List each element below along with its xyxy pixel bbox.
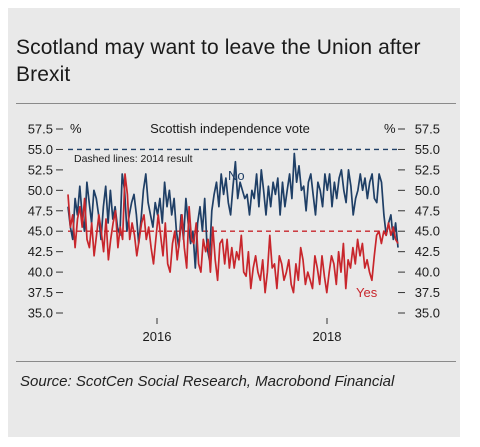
- y-tick-label-right: 52.5: [415, 162, 440, 177]
- y-tick-label-left: 45.0: [28, 224, 53, 239]
- series-line-yes: [67, 173, 399, 294]
- annotation-dashed-lines: Dashed lines: 2014 result: [74, 153, 193, 165]
- y-tick-label-left: 40.0: [28, 265, 53, 280]
- y-tick-label-left: 35.0: [28, 306, 53, 321]
- series-line-no: [67, 152, 399, 269]
- y-tick-label-left: 50.0: [28, 183, 53, 198]
- series-group: No Yes: [67, 152, 399, 300]
- right-axis-unit: %: [384, 121, 396, 136]
- series-label-no: No: [228, 168, 245, 183]
- y-tick-label-left: 42.5: [28, 244, 53, 259]
- source-divider: [16, 361, 456, 362]
- axes: 57.5 57.5 55.0 55.0 52.5 52.5 50.0 50.0 47.5 47.5…: [28, 122, 440, 345]
- x-tick-label: 2016: [143, 329, 172, 344]
- y-tick-label-left: 37.5: [28, 285, 53, 300]
- y-tick-label-right: 55.0: [415, 142, 440, 157]
- page-title: Scotland may want to leave the Union aft…: [16, 36, 421, 86]
- y-tick-label-right: 45.0: [415, 224, 440, 239]
- left-axis-unit: %: [70, 121, 82, 136]
- y-tick-label-left: 57.5: [28, 122, 53, 137]
- y-tick-label-left: 47.5: [28, 203, 53, 218]
- y-tick-label-right: 47.5: [415, 203, 440, 218]
- y-tick-label-right: 57.5: [415, 122, 440, 137]
- y-tick-label-left: 55.0: [28, 142, 53, 157]
- y-tick-label-right: 50.0: [415, 183, 440, 198]
- series-label-yes: Yes: [356, 285, 378, 300]
- x-tick-label: 2018: [313, 329, 342, 344]
- y-tick-label-right: 35.0: [415, 306, 440, 321]
- y-tick-label-right: 37.5: [415, 285, 440, 300]
- y-tick-label-right: 40.0: [415, 265, 440, 280]
- source-note: Source: ScotCen Social Research, Macrobo…: [20, 373, 395, 390]
- chart-title: Scottish independence vote: [150, 121, 310, 136]
- y-tick-label-left: 52.5: [28, 162, 53, 177]
- title-divider: [16, 103, 456, 104]
- y-tick-label-right: 42.5: [415, 244, 440, 259]
